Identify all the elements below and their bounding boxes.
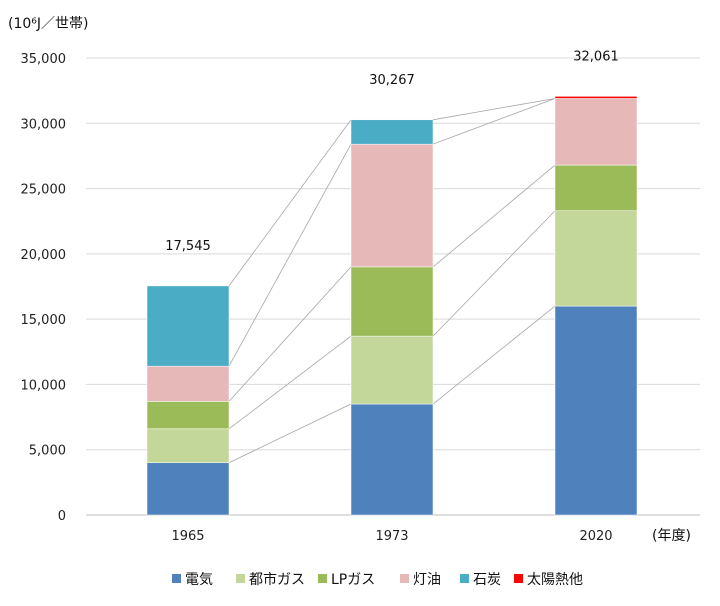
connector-lines (228, 98, 556, 464)
connector-line (228, 119, 352, 287)
x-tick-label: 1973 (375, 529, 408, 544)
legend-label: 太陽熱他 (527, 572, 583, 588)
legend-item: 灯油 (400, 572, 441, 588)
x-tick-label: 2020 (579, 529, 612, 544)
connector-line (432, 210, 556, 337)
bar-segment (350, 266, 434, 337)
legend: 電気 都市ガス LPガス 灯油 石炭 太陽熱他 (172, 571, 583, 588)
bar-segment (350, 403, 434, 516)
connector-line (432, 164, 556, 268)
bar-segment (146, 462, 230, 516)
y-tick-label: 5,000 (29, 444, 66, 459)
connector-line (432, 305, 556, 405)
connector-line (432, 98, 556, 145)
y-axis-ticks: 0 5,000 10,000 15,000 20,000 25,000 30,000 35,0… (21, 52, 67, 524)
x-tick-label: 1965 (171, 529, 204, 544)
bar-segment (554, 210, 638, 307)
legend-item: 石炭 (460, 572, 501, 588)
bar-segment (554, 98, 638, 166)
legend-label: 電気 (185, 572, 213, 588)
bar-segment (350, 143, 434, 268)
bar-segment (146, 285, 230, 367)
bar-segment (554, 164, 638, 212)
legend-swatch (400, 574, 409, 583)
legend-label: 都市ガス (249, 571, 305, 588)
connector-line (228, 335, 352, 430)
y-tick-label: 20,000 (21, 248, 67, 263)
legend-item: LPガス (318, 572, 375, 588)
connector-line (228, 143, 352, 367)
bar-segment (554, 305, 638, 516)
y-tick-label: 35,000 (21, 52, 67, 67)
legend-swatch (460, 574, 469, 583)
x-axis-ticks: 1965 1973 2020 (171, 529, 612, 544)
y-tick-label: 15,000 (21, 313, 67, 328)
bar-segment (146, 365, 230, 402)
y-tick-label: 30,000 (21, 117, 67, 132)
legend-swatch (318, 574, 327, 583)
bar-segment (350, 119, 434, 145)
y-tick-label: 10,000 (21, 378, 67, 393)
y-tick-label: 25,000 (21, 183, 67, 198)
legend-label: LPガス (331, 572, 375, 588)
legend-swatch (236, 574, 245, 583)
bar-segment (350, 335, 434, 405)
legend-item: 都市ガス (236, 571, 305, 588)
connector-line (432, 98, 556, 121)
legend-item: 太陽熱他 (514, 572, 583, 588)
bar-segment (146, 401, 230, 430)
bar-segment (146, 428, 230, 464)
x-axis-unit-label: (年度) (652, 528, 691, 544)
connector-line (228, 266, 352, 402)
total-label: 30,267 (369, 73, 415, 88)
legend-swatch (514, 574, 523, 583)
y-axis-unit-label: (10⁶J／世帯) (8, 16, 88, 32)
legend-item: 電気 (172, 572, 213, 588)
total-labels: 17,545 30,267 32,061 (165, 49, 619, 254)
legend-label: 灯油 (413, 572, 441, 588)
legend-label: 石炭 (473, 572, 501, 588)
total-label: 17,545 (165, 239, 211, 254)
total-label: 32,061 (573, 49, 619, 64)
legend-swatch (172, 574, 181, 583)
y-tick-label: 0 (58, 509, 66, 524)
connector-line (228, 403, 352, 464)
bar-segment (554, 96, 638, 99)
bars (146, 96, 638, 516)
